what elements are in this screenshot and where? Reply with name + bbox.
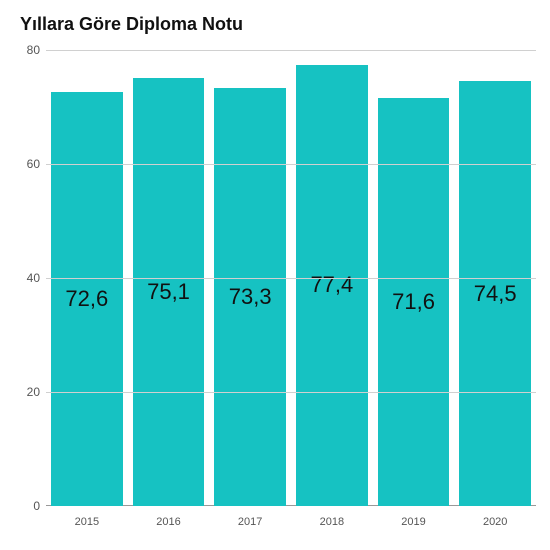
x-tick-label: 2019 [401, 506, 425, 528]
bar-value-label: 77,4 [310, 272, 353, 298]
y-tick-label: 60 [27, 157, 46, 171]
x-tick-label: 2016 [156, 506, 180, 528]
bar-value-label: 71,6 [392, 289, 435, 315]
x-tick-label: 2020 [483, 506, 507, 528]
bar: 71,6 [378, 98, 450, 506]
gridline [46, 50, 536, 51]
bar-value-label: 73,3 [229, 284, 272, 310]
y-tick-label: 80 [27, 43, 46, 57]
bar: 75,1 [133, 78, 205, 506]
bar-chart: Yıllara Göre Diploma Notu 72,6201575,120… [0, 0, 550, 550]
plot-area: 72,6201575,1201673,3201777,4201871,62019… [46, 50, 536, 506]
y-tick-label: 20 [27, 385, 46, 399]
bar: 73,3 [214, 88, 286, 506]
y-tick-label: 0 [33, 499, 46, 513]
gridline [46, 164, 536, 165]
bar: 72,6 [51, 92, 123, 506]
chart-title: Yıllara Göre Diploma Notu [20, 14, 243, 35]
gridline [46, 278, 536, 279]
x-tick-label: 2015 [75, 506, 99, 528]
bar-value-label: 75,1 [147, 279, 190, 305]
x-tick-label: 2018 [320, 506, 344, 528]
bar: 77,4 [296, 65, 368, 506]
bar: 74,5 [459, 81, 531, 506]
bar-value-label: 72,6 [65, 286, 108, 312]
gridline [46, 392, 536, 393]
y-tick-label: 40 [27, 271, 46, 285]
bar-value-label: 74,5 [474, 281, 517, 307]
x-tick-label: 2017 [238, 506, 262, 528]
